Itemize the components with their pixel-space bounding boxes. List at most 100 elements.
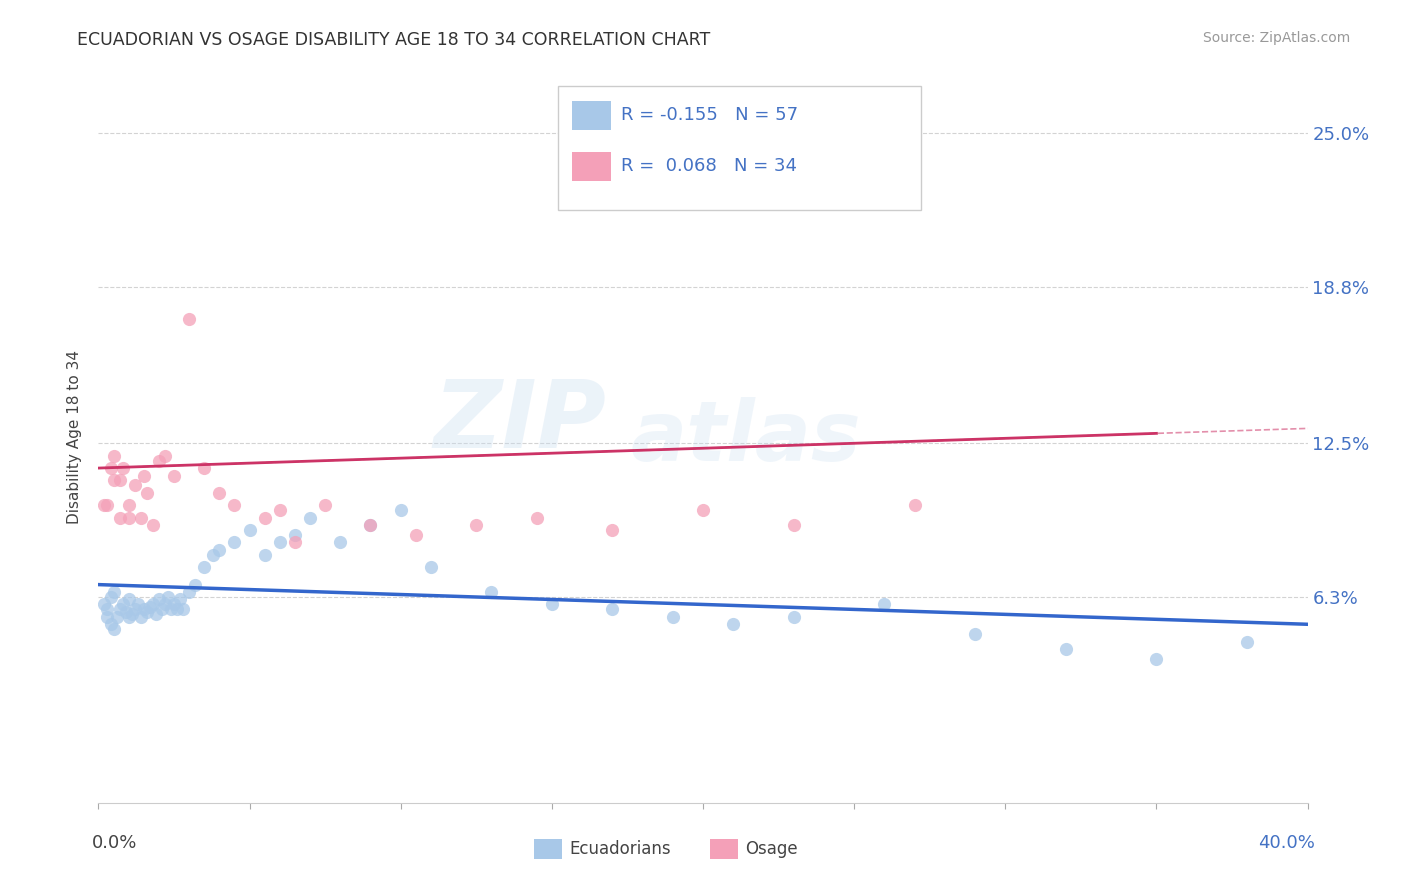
Point <box>108 510 131 524</box>
Point <box>965 627 987 641</box>
Point <box>208 542 231 557</box>
Text: ECUADORIAN VS OSAGE DISABILITY AGE 18 TO 34 CORRELATION CHART: ECUADORIAN VS OSAGE DISABILITY AGE 18 TO… <box>77 31 710 49</box>
Point <box>360 518 382 533</box>
Point <box>135 486 157 500</box>
Point <box>239 523 262 537</box>
Point <box>420 560 443 574</box>
Point <box>100 461 122 475</box>
Point <box>163 598 186 612</box>
Point <box>135 605 157 619</box>
Point <box>111 461 134 475</box>
Text: Source: ZipAtlas.com: Source: ZipAtlas.com <box>1202 31 1350 45</box>
Point <box>184 577 207 591</box>
Text: Ecuadorians: Ecuadorians <box>569 840 671 858</box>
Point <box>224 535 246 549</box>
Point <box>602 523 624 537</box>
Point <box>481 585 503 599</box>
Point <box>118 592 141 607</box>
Point <box>114 605 136 619</box>
Point <box>124 478 146 492</box>
Point <box>150 602 173 616</box>
Point <box>193 560 215 574</box>
Text: atlas: atlas <box>630 397 860 477</box>
Point <box>1054 642 1077 657</box>
Point <box>139 599 162 614</box>
Point <box>172 602 194 616</box>
Point <box>783 518 806 533</box>
Point <box>118 510 141 524</box>
Point <box>129 510 152 524</box>
Point <box>284 528 307 542</box>
Point <box>179 312 201 326</box>
Point <box>224 498 246 512</box>
Point <box>156 590 179 604</box>
Text: R =  0.068   N = 34: R = 0.068 N = 34 <box>621 157 797 175</box>
Point <box>103 622 125 636</box>
Point <box>96 498 118 512</box>
Point <box>1236 634 1258 648</box>
Point <box>723 617 745 632</box>
Point <box>108 474 131 488</box>
Point <box>314 498 336 512</box>
Point <box>405 528 427 542</box>
Text: Osage: Osage <box>745 840 797 858</box>
Point <box>105 610 128 624</box>
Point <box>132 602 155 616</box>
Point <box>132 468 155 483</box>
Point <box>540 598 562 612</box>
Point <box>526 510 548 524</box>
Point <box>124 602 146 616</box>
Point <box>904 498 927 512</box>
Point <box>208 486 231 500</box>
Point <box>108 602 131 616</box>
Point <box>389 503 412 517</box>
Point <box>166 602 188 616</box>
Point <box>179 585 201 599</box>
Text: 40.0%: 40.0% <box>1258 834 1315 852</box>
Point <box>121 607 143 622</box>
Point <box>465 518 488 533</box>
Point <box>145 607 167 622</box>
Point <box>153 598 176 612</box>
Point <box>103 585 125 599</box>
Point <box>118 610 141 624</box>
Bar <box>572 101 612 130</box>
Point <box>661 610 683 624</box>
Point <box>127 598 149 612</box>
Point <box>96 602 118 616</box>
Point <box>111 598 134 612</box>
Point <box>148 453 170 467</box>
Y-axis label: Disability Age 18 to 34: Disability Age 18 to 34 <box>67 350 83 524</box>
Point <box>253 548 276 562</box>
Point <box>360 518 382 533</box>
Point <box>142 598 165 612</box>
Point <box>148 592 170 607</box>
Text: R = -0.155   N = 57: R = -0.155 N = 57 <box>621 105 797 123</box>
Point <box>163 468 186 483</box>
Point <box>153 449 176 463</box>
Bar <box>572 152 612 181</box>
Text: 0.0%: 0.0% <box>91 834 136 852</box>
Point <box>103 474 125 488</box>
Point <box>169 592 191 607</box>
Point <box>129 610 152 624</box>
Point <box>299 510 322 524</box>
FancyBboxPatch shape <box>558 86 921 211</box>
Point <box>160 602 183 616</box>
Point <box>269 503 291 517</box>
Point <box>142 518 165 533</box>
Point <box>100 617 122 632</box>
Point <box>783 610 806 624</box>
Point <box>602 602 624 616</box>
Point <box>873 598 896 612</box>
Point <box>103 449 125 463</box>
Point <box>93 598 115 612</box>
Point <box>202 548 225 562</box>
Point <box>93 498 115 512</box>
Text: ZIP: ZIP <box>433 376 606 468</box>
Point <box>193 461 215 475</box>
Point <box>1144 652 1167 666</box>
Point <box>100 590 122 604</box>
Point <box>692 503 714 517</box>
Point <box>96 610 118 624</box>
